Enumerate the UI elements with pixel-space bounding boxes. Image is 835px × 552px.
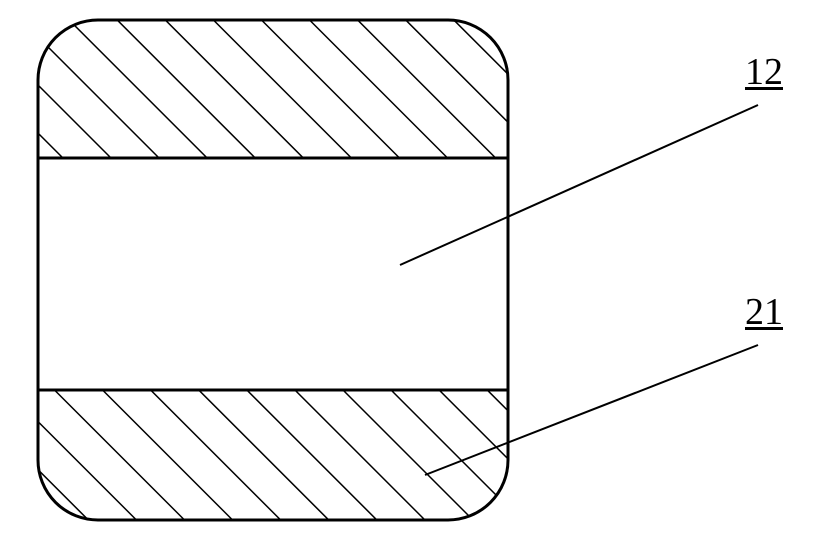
diagram-canvas: 12 21 <box>0 0 835 552</box>
label-21-text: 21 <box>745 291 783 333</box>
diagram-svg <box>0 0 835 552</box>
label-12-text: 12 <box>745 51 783 93</box>
label-12: 12 <box>745 50 783 94</box>
label-21: 21 <box>745 290 783 334</box>
